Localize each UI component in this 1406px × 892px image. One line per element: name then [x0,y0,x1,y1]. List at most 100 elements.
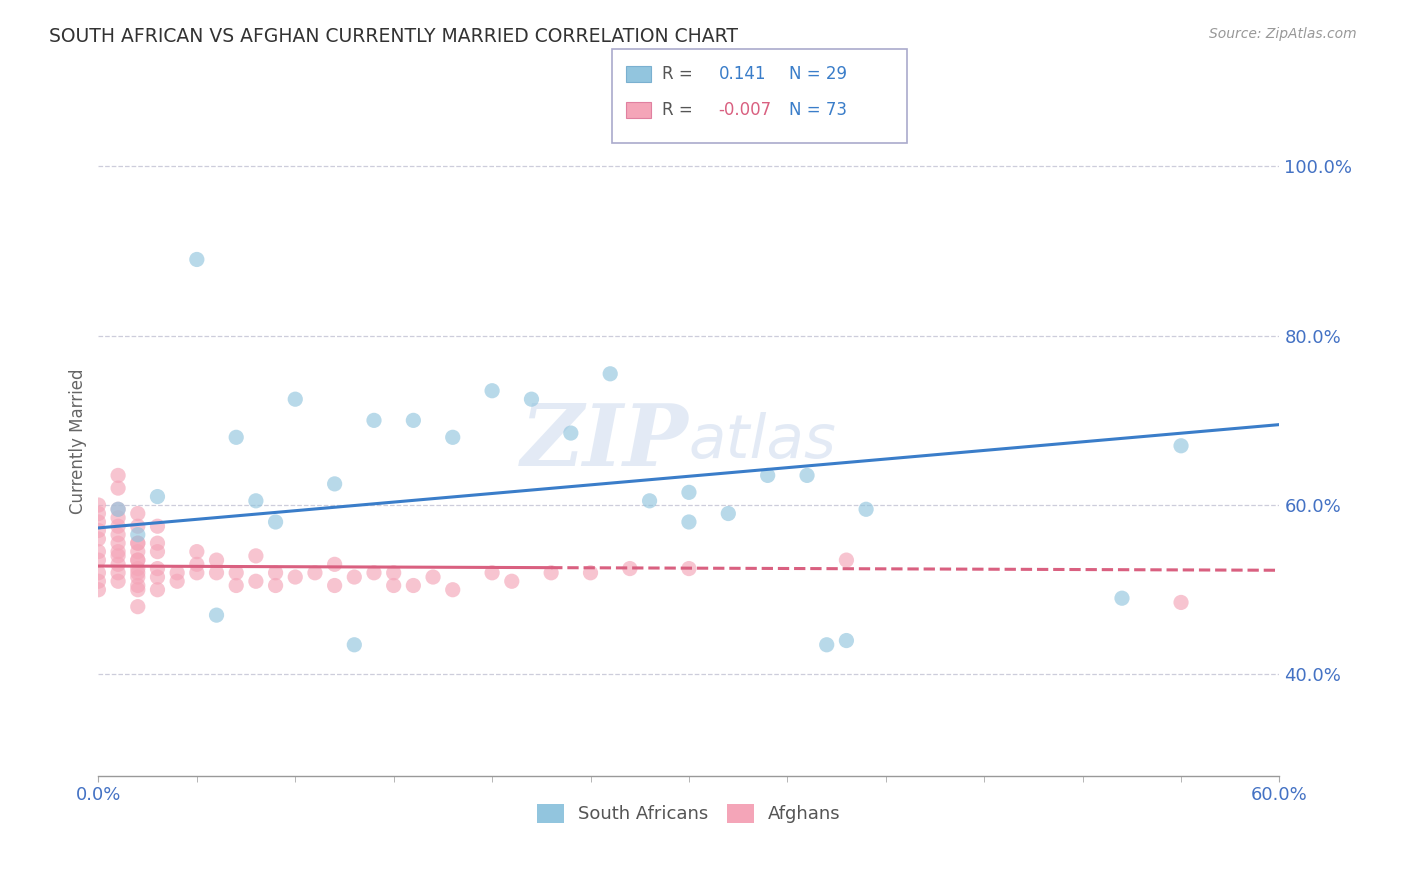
Point [87,574,110,589]
Point [284,392,307,407]
Point [107,519,129,533]
Point [87,507,110,521]
Text: SOUTH AFRICAN VS AFGHAN CURRENTLY MARRIED CORRELATION CHART: SOUTH AFRICAN VS AFGHAN CURRENTLY MARRIE… [49,27,738,45]
Point [107,527,129,541]
Text: R =: R = [662,65,693,83]
Point [127,544,149,558]
Point [796,468,818,483]
Point [146,536,169,550]
Point [520,392,543,407]
Point [127,561,149,575]
Point [146,582,169,597]
Point [205,566,228,580]
Point [146,519,169,533]
Point [107,544,129,558]
Point [186,252,208,267]
Point [146,561,169,575]
Point [481,566,503,580]
Point [441,430,464,444]
Point [107,481,129,495]
Point [264,515,287,529]
Point [304,566,326,580]
Point [87,515,110,529]
Point [127,527,149,541]
Point [107,502,129,516]
Point [363,413,385,427]
Text: -0.007: -0.007 [718,101,772,119]
Point [756,468,779,483]
Point [579,566,602,580]
Point [186,558,208,572]
Point [619,561,641,575]
Point [127,536,149,550]
Point [87,524,110,538]
Point [127,553,149,567]
Point [127,507,149,521]
Point [127,566,149,580]
Point [835,633,858,648]
Point [284,570,307,584]
Point [205,608,228,623]
Point [166,566,188,580]
Point [107,558,129,572]
Text: N = 29: N = 29 [789,65,846,83]
Point [343,570,366,584]
Legend: South Africans, Afghans: South Africans, Afghans [530,797,848,830]
Point [264,566,287,580]
Point [245,493,267,508]
Point [186,566,208,580]
Text: N = 73: N = 73 [789,101,846,119]
Point [638,493,661,508]
Point [146,490,169,504]
Point [245,549,267,563]
Point [225,566,247,580]
Text: ZIP: ZIP [522,400,689,483]
Point [87,566,110,580]
Point [107,574,129,589]
Point [127,599,149,614]
Point [363,566,385,580]
Point [146,544,169,558]
Point [87,553,110,567]
Point [107,536,129,550]
Point [402,578,425,592]
Point [127,582,149,597]
Point [127,578,149,592]
Point [87,544,110,558]
Point [323,578,346,592]
Point [678,561,700,575]
Point [225,430,247,444]
Point [205,553,228,567]
Point [560,426,582,441]
Point [127,553,149,567]
Point [107,510,129,524]
Point [127,570,149,584]
Point [815,638,838,652]
Point [323,476,346,491]
Point [225,578,247,592]
Point [186,544,208,558]
Point [678,485,700,500]
Point [245,574,267,589]
Point [717,507,740,521]
Point [107,468,129,483]
Point [441,582,464,597]
Point [107,566,129,580]
Point [501,574,523,589]
Point [382,578,405,592]
Point [1111,591,1133,606]
Point [166,574,188,589]
Point [146,570,169,584]
Point [422,570,444,584]
Point [323,558,346,572]
Point [343,638,366,652]
Point [107,502,129,516]
Point [1170,439,1192,453]
Text: atlas: atlas [689,412,837,471]
Point [127,536,149,550]
Point [1170,595,1192,609]
Point [855,502,877,516]
Point [599,367,621,381]
Text: R =: R = [662,101,693,119]
Point [540,566,562,580]
